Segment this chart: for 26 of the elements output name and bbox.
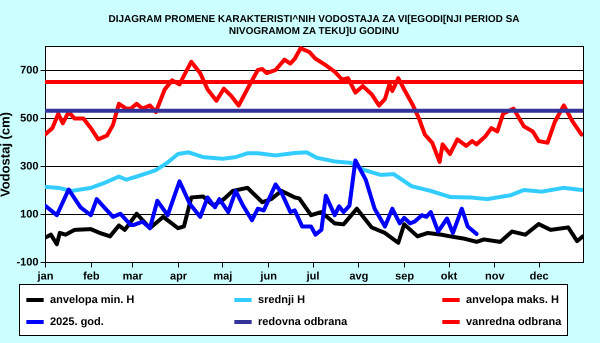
x-tick-label: jul — [306, 270, 320, 282]
x-tick-label: okt — [440, 270, 458, 282]
legend-label: anvelopa maks. H — [466, 294, 559, 306]
y-tick-label: -100 — [16, 256, 38, 268]
legend-label: 2025. god. — [50, 316, 104, 328]
x-tick-label: nov — [485, 270, 506, 282]
x-tick-label: maj — [213, 270, 232, 282]
y-tick-label: 500 — [20, 112, 38, 124]
x-tick-label: apr — [170, 270, 188, 282]
x-tick-label: feb — [83, 270, 100, 282]
x-tick-label: jun — [259, 270, 278, 282]
legend-label: vanredna odbrana — [466, 316, 562, 328]
legend-label: srednji H — [258, 294, 306, 306]
x-tick-label: avg — [349, 270, 368, 282]
chart-title: DIJAGRAM PROMENE KARAKTERISTI^NIH VODOSTAJA ZA VI[EGODI[NJI PERIOD SA NIVOGRAMOM ZA TEKU]U GODINU — [108, 14, 520, 37]
x-tick-label: jan — [36, 270, 54, 282]
y-tick-label: 700 — [20, 64, 38, 76]
legend-label: anvelopa min. H — [50, 294, 134, 306]
y-axis-title: Vodostaj (cm) — [0, 112, 12, 197]
legend-label: redovna odbrana — [258, 316, 348, 328]
x-tick-label: mar — [122, 270, 144, 282]
x-tick-label: sep — [395, 270, 414, 282]
x-tick-label: dec — [530, 270, 549, 282]
y-tick-label: 300 — [20, 160, 38, 172]
line-series — [45, 158, 479, 237]
y-tick-label: 100 — [20, 208, 38, 220]
